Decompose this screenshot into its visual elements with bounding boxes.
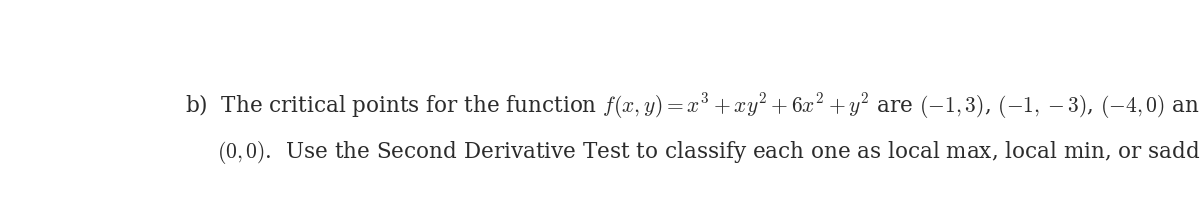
Text: $(0, 0)$.  Use the Second Derivative Test to classify each one as local max, loc: $(0, 0)$. Use the Second Derivative Test… (217, 139, 1200, 166)
Text: b)  The critical points for the function $f(x, y) = x^3 + xy^2 + 6x^2 + y^2$ are: b) The critical points for the function … (185, 91, 1200, 121)
